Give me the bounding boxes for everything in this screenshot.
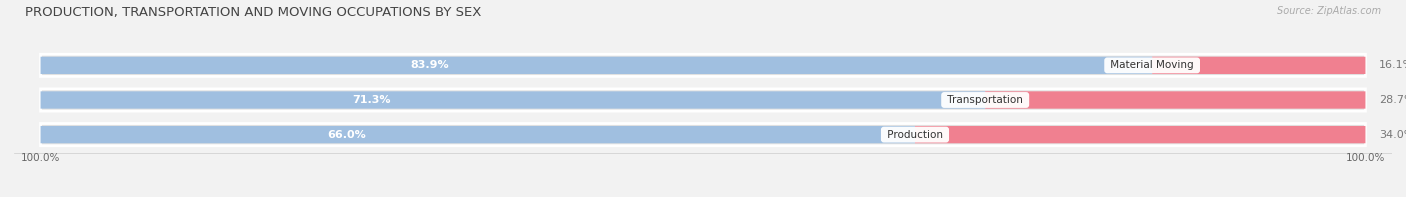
Text: 34.0%: 34.0% <box>1379 130 1406 140</box>
Text: 83.9%: 83.9% <box>411 60 449 70</box>
Text: 66.0%: 66.0% <box>328 130 366 140</box>
Text: 71.3%: 71.3% <box>352 95 391 105</box>
Text: 100.0%: 100.0% <box>21 153 60 163</box>
Text: 28.7%: 28.7% <box>1379 95 1406 105</box>
Text: Source: ZipAtlas.com: Source: ZipAtlas.com <box>1277 6 1381 16</box>
Text: 16.1%: 16.1% <box>1379 60 1406 70</box>
FancyBboxPatch shape <box>41 54 1365 76</box>
FancyBboxPatch shape <box>1152 57 1365 74</box>
FancyBboxPatch shape <box>41 89 1365 111</box>
Text: PRODUCTION, TRANSPORTATION AND MOVING OCCUPATIONS BY SEX: PRODUCTION, TRANSPORTATION AND MOVING OC… <box>25 6 482 19</box>
Text: Transportation: Transportation <box>945 95 1026 105</box>
Text: Production: Production <box>884 130 946 140</box>
FancyBboxPatch shape <box>41 57 1152 74</box>
FancyBboxPatch shape <box>41 126 915 143</box>
Text: 100.0%: 100.0% <box>1346 153 1385 163</box>
Text: Material Moving: Material Moving <box>1107 60 1197 70</box>
FancyBboxPatch shape <box>915 126 1365 143</box>
FancyBboxPatch shape <box>41 124 1365 146</box>
FancyBboxPatch shape <box>986 91 1365 109</box>
FancyBboxPatch shape <box>41 91 986 109</box>
